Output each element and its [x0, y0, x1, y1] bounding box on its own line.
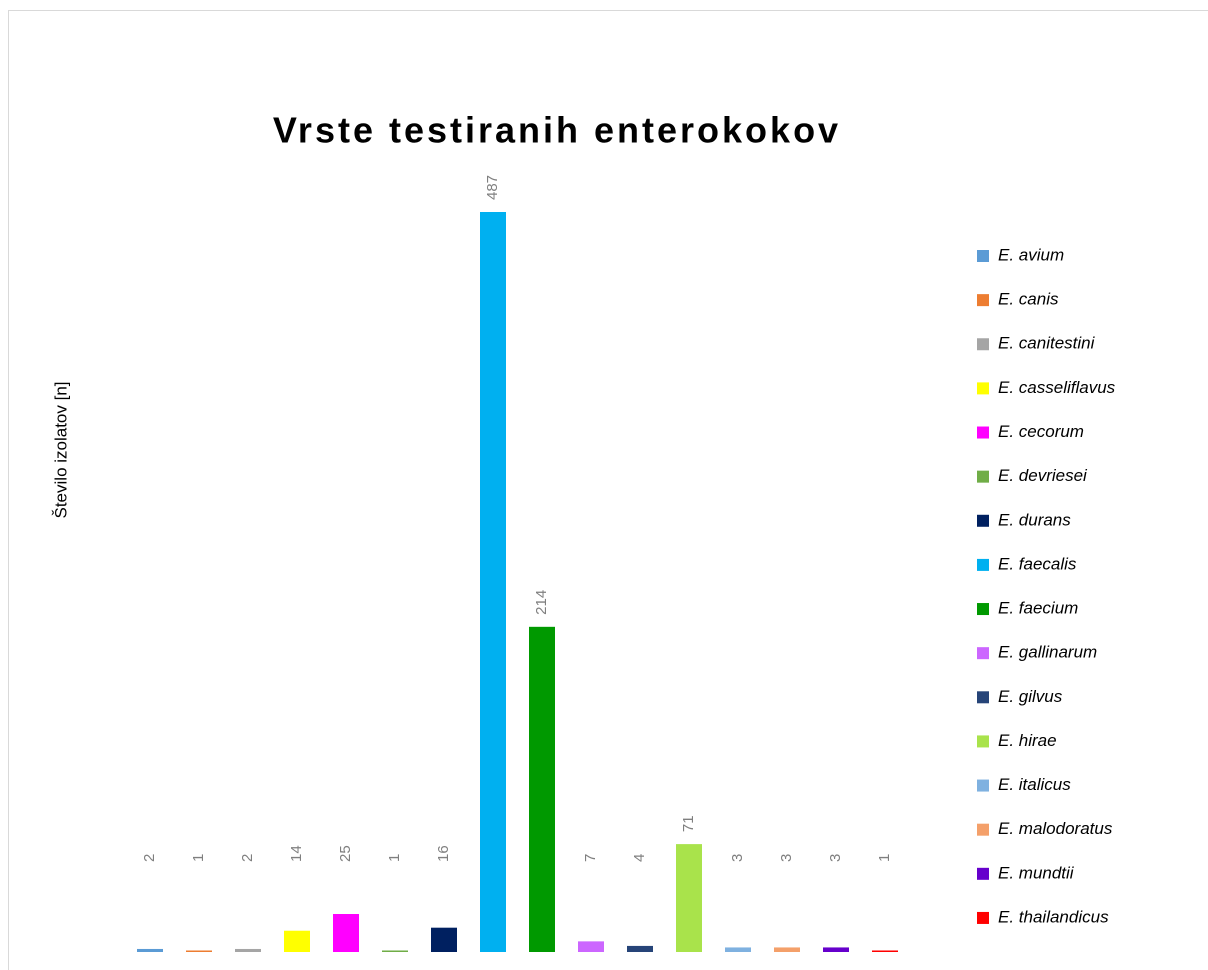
legend-swatch [977, 823, 989, 836]
legend-label: E. faecalis [998, 554, 1077, 573]
bar [186, 950, 212, 952]
data-label: 3 [827, 854, 844, 862]
legend-swatch [977, 691, 989, 704]
data-label: 7 [582, 854, 599, 862]
legend-swatch [977, 294, 989, 307]
legend-label: E. thailandicus [998, 907, 1109, 926]
legend-label: E. devriesei [998, 466, 1088, 485]
chart-title: Vrste testiranih enterokokov [273, 110, 841, 151]
data-label: 4 [631, 854, 648, 862]
data-label: 2 [141, 854, 158, 862]
data-label: 3 [778, 854, 795, 862]
data-label: 25 [337, 845, 354, 862]
legend-label: E. cecorum [998, 422, 1084, 441]
bar [333, 914, 359, 952]
data-label: 487 [484, 175, 501, 200]
legend-label: E. gilvus [998, 687, 1063, 706]
bar [725, 947, 751, 952]
bar [872, 950, 898, 952]
bar [137, 948, 163, 952]
y-axis-label: Število izolatov [n] [51, 381, 70, 518]
legend-swatch [977, 647, 989, 660]
bar [578, 941, 604, 952]
legend-swatch [977, 426, 989, 439]
bar [431, 927, 457, 952]
data-label: 16 [435, 845, 452, 862]
legend-swatch [977, 603, 989, 616]
legend-label: E. canitestini [998, 334, 1096, 353]
bar [627, 945, 653, 952]
legend-swatch [977, 558, 989, 571]
legend-swatch [977, 382, 989, 395]
bar [382, 950, 408, 952]
legend-swatch [977, 867, 989, 880]
legend-swatch [977, 338, 989, 351]
data-label: 214 [533, 590, 550, 615]
legend-swatch [977, 470, 989, 483]
data-label: 3 [729, 854, 746, 862]
data-label: 1 [876, 854, 893, 862]
legend-label: E. gallinarum [998, 643, 1097, 662]
data-label: 71 [680, 815, 697, 832]
legend-label: E. hirae [998, 731, 1057, 750]
legend-label: E. mundtii [998, 863, 1075, 882]
bar [480, 212, 506, 952]
data-label: 2 [239, 854, 256, 862]
data-label: 1 [190, 854, 207, 862]
legend-label: E. italicus [998, 775, 1071, 794]
legend-label: E. faecium [998, 599, 1078, 618]
bar [235, 948, 261, 952]
legend-swatch [977, 735, 989, 748]
legend-label: E. casseliflavus [998, 378, 1116, 397]
bar [774, 947, 800, 952]
data-label: 1 [386, 854, 403, 862]
legend-swatch [977, 250, 989, 262]
bar [284, 930, 310, 952]
bar [529, 626, 555, 952]
legend-swatch [977, 779, 989, 792]
data-label: 14 [288, 845, 305, 862]
bar [823, 947, 849, 952]
legend-label: E. canis [998, 290, 1059, 309]
legend-swatch [977, 514, 989, 527]
chart-border [8, 10, 1208, 970]
legend-swatch [977, 911, 989, 924]
legend-label: E. durans [998, 510, 1071, 529]
legend-label: E. malodoratus [998, 819, 1113, 838]
bar [676, 844, 702, 952]
legend-label: E. avium [998, 245, 1064, 264]
